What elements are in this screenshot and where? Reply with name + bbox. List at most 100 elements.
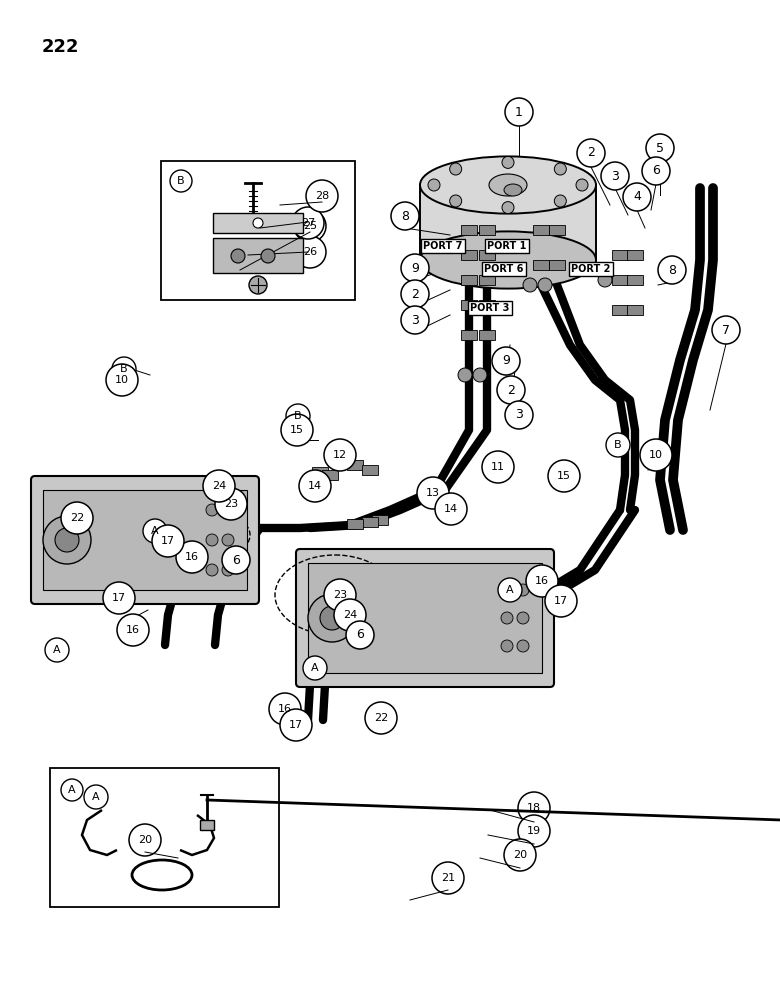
Circle shape [501, 640, 513, 652]
Text: 10: 10 [115, 375, 129, 385]
FancyBboxPatch shape [362, 517, 378, 527]
FancyBboxPatch shape [50, 768, 279, 907]
Ellipse shape [504, 184, 522, 196]
Circle shape [334, 599, 366, 631]
Ellipse shape [420, 231, 596, 289]
FancyBboxPatch shape [479, 275, 495, 285]
Circle shape [504, 839, 536, 871]
Text: 3: 3 [411, 314, 419, 326]
Circle shape [523, 278, 537, 292]
Circle shape [253, 218, 263, 228]
FancyBboxPatch shape [627, 275, 643, 285]
Circle shape [222, 534, 234, 546]
Text: 22: 22 [70, 513, 84, 523]
Circle shape [401, 306, 429, 334]
Circle shape [517, 612, 529, 624]
FancyBboxPatch shape [296, 549, 554, 687]
FancyBboxPatch shape [347, 460, 363, 470]
Ellipse shape [420, 156, 596, 214]
Text: 22: 22 [374, 713, 388, 723]
FancyBboxPatch shape [213, 238, 303, 273]
Text: 3: 3 [515, 408, 523, 422]
FancyBboxPatch shape [627, 305, 643, 315]
FancyBboxPatch shape [479, 225, 495, 235]
Text: 25: 25 [303, 221, 317, 231]
Text: 2: 2 [507, 383, 515, 396]
Circle shape [501, 612, 513, 624]
Circle shape [642, 157, 670, 185]
Circle shape [152, 525, 184, 557]
Text: 9: 9 [411, 261, 419, 274]
Text: 11: 11 [491, 462, 505, 472]
Circle shape [143, 519, 167, 543]
Circle shape [365, 702, 397, 734]
Circle shape [117, 614, 149, 646]
Circle shape [103, 582, 135, 614]
Text: 8: 8 [668, 263, 676, 276]
FancyBboxPatch shape [549, 260, 565, 270]
FancyBboxPatch shape [549, 225, 565, 235]
Text: 18: 18 [527, 803, 541, 813]
Circle shape [482, 451, 514, 483]
Circle shape [538, 278, 552, 292]
FancyBboxPatch shape [362, 465, 378, 475]
FancyBboxPatch shape [479, 330, 495, 340]
FancyBboxPatch shape [461, 330, 477, 340]
Circle shape [526, 565, 558, 597]
Text: 16: 16 [185, 552, 199, 562]
Circle shape [129, 824, 161, 856]
Circle shape [206, 534, 218, 546]
Circle shape [286, 404, 310, 428]
Circle shape [249, 276, 267, 294]
Text: PORT 3: PORT 3 [470, 303, 509, 313]
Text: 15: 15 [290, 425, 304, 435]
Text: B: B [294, 411, 302, 421]
Circle shape [501, 584, 513, 596]
Text: B: B [120, 364, 128, 374]
FancyBboxPatch shape [612, 305, 628, 315]
FancyBboxPatch shape [479, 250, 495, 260]
FancyBboxPatch shape [627, 250, 643, 260]
FancyBboxPatch shape [312, 467, 328, 477]
FancyBboxPatch shape [347, 519, 363, 529]
Circle shape [308, 594, 356, 642]
Text: 8: 8 [401, 210, 409, 223]
FancyBboxPatch shape [612, 275, 628, 285]
Text: 5: 5 [656, 141, 664, 154]
Circle shape [606, 433, 630, 457]
Text: A: A [506, 585, 514, 595]
Circle shape [55, 528, 79, 552]
Text: PORT 7: PORT 7 [424, 241, 463, 251]
Circle shape [292, 207, 324, 239]
Text: 17: 17 [161, 536, 175, 546]
FancyBboxPatch shape [161, 161, 355, 300]
FancyBboxPatch shape [533, 225, 549, 235]
Circle shape [294, 236, 326, 268]
Circle shape [601, 162, 629, 190]
Circle shape [492, 347, 520, 375]
Circle shape [646, 134, 674, 162]
Circle shape [320, 606, 344, 630]
Text: 4: 4 [633, 190, 641, 204]
Text: 2: 2 [587, 146, 595, 159]
Circle shape [450, 195, 462, 207]
FancyBboxPatch shape [533, 260, 549, 270]
Circle shape [502, 202, 514, 214]
Text: 19: 19 [527, 826, 541, 836]
Circle shape [61, 779, 83, 801]
Text: 23: 23 [333, 590, 347, 600]
Circle shape [261, 249, 275, 263]
Circle shape [43, 516, 91, 564]
Text: 222: 222 [42, 38, 80, 56]
Circle shape [294, 210, 326, 242]
Circle shape [324, 439, 356, 471]
Text: 21: 21 [441, 873, 455, 883]
Text: PORT 1: PORT 1 [488, 241, 526, 251]
FancyBboxPatch shape [461, 300, 477, 310]
Text: 26: 26 [303, 247, 317, 257]
Circle shape [401, 254, 429, 282]
Circle shape [61, 502, 93, 534]
Text: PORT 6: PORT 6 [484, 264, 523, 274]
Text: 14: 14 [308, 481, 322, 491]
Text: 16: 16 [126, 625, 140, 635]
